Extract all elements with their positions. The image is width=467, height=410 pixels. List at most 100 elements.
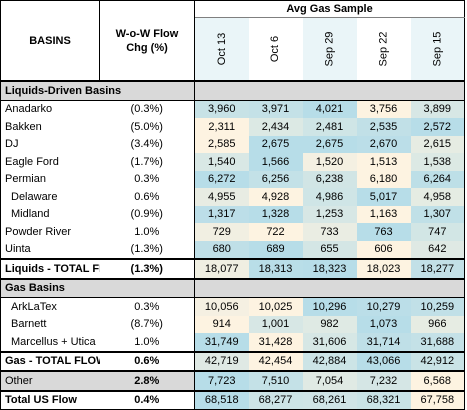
header-date: Oct 13 (194, 17, 249, 81)
flow-value: 42,454 (248, 350, 303, 371)
flow-value: 747 (410, 223, 465, 241)
flow-value: 67,758 (410, 389, 465, 410)
wow-change: 0.6% (99, 188, 195, 206)
section-fill-cell (356, 277, 411, 298)
flow-value: 1,538 (410, 153, 465, 171)
flow-value: 1,001 (248, 315, 303, 333)
table-row: Barnett (8.7%) 914 1,001 982 1,073 966 (1, 315, 465, 333)
gas-total-row: Gas - TOTAL FLOW 0.6% 42,719 42,454 42,884 43… (0, 350, 465, 371)
wow-change: 0.6% (99, 350, 195, 371)
table-row: Anadarko (0.3%) 3,960 3,971 4,021 3,756 3,899 (0, 99, 465, 118)
header-wow-change: W-o-W Flow Chg (%) (99, 0, 195, 81)
basin-name: Bakken (5, 120, 42, 133)
other-row: Other 2.8% 7,723 7,510 7,054 7,232 6,568 (0, 370, 465, 391)
flow-value: 2,585 (194, 135, 249, 153)
flow-value: 6,180 (356, 170, 411, 188)
wow-change: 1.0% (99, 223, 195, 241)
section-fill-cell (356, 80, 411, 100)
flow-value: 18,077 (194, 258, 249, 279)
table-row: Powder River 1.0% 729 722 733 763 747 (1, 223, 465, 241)
flow-value: 1,317 (194, 205, 249, 223)
table-row: Bakken (5.0%) 2,311 2,434 2,481 2,535 2,572 (1, 118, 465, 136)
section-liquids: Liquids-Driven Basins (0, 80, 465, 100)
flow-value: 2,434 (248, 118, 303, 136)
header-super-row: BASINS W-o-W Flow Chg (%) Avg Gas Sample (0, 0, 465, 81)
wow-change: 0.3% (99, 297, 195, 316)
table-body: Liquids-Driven Basins Anadarko (0.3%) 3,960… (0, 80, 465, 410)
table-row: Uinta (1.3%) 680 689 655 606 642 (1, 240, 465, 259)
basin-name: ArkLaTex (0, 297, 100, 316)
flow-value: 2,311 (194, 118, 249, 136)
flow-value: 1,163 (356, 205, 411, 223)
basin-name: Midland (11, 208, 50, 221)
flow-value: 729 (194, 223, 249, 241)
flow-value: 4,955 (194, 188, 249, 206)
wow-change: (1.3%) (99, 258, 195, 279)
flow-value: 2,615 (410, 135, 465, 153)
flow-value: 18,323 (302, 258, 357, 279)
basin-name: Gas - TOTAL FLOW (0, 350, 100, 371)
flow-value: 680 (194, 240, 249, 259)
flow-value: 10,025 (248, 297, 303, 316)
header-chg-line2: Chg (%) (126, 41, 168, 54)
header-dates-row: Oct 13 Oct 6 Sep 29 Sep 22 Sep 15 (1, 17, 465, 81)
flow-value: 2,572 (410, 118, 465, 136)
wow-change: (3.4%) (99, 135, 195, 153)
section-fill-cell (248, 277, 303, 298)
flow-value: 68,518 (194, 389, 249, 410)
flow-value: 1,520 (302, 153, 357, 171)
flow-value: 2,535 (356, 118, 411, 136)
basin-name: Liquids - TOTAL FLOW (0, 258, 100, 279)
flow-value: 642 (410, 240, 465, 259)
flow-value: 6,256 (248, 170, 303, 188)
header-basins: BASINS (0, 0, 100, 81)
section-gas: Gas Basins (0, 277, 465, 298)
section-fill-cell (194, 277, 249, 298)
section-fill-cell (410, 277, 465, 298)
flow-value: 18,277 (410, 258, 465, 279)
basin-name: DJ (5, 138, 19, 151)
flow-value: 6,238 (302, 170, 357, 188)
section-fill-cell (194, 80, 249, 100)
flow-value: 733 (302, 223, 357, 241)
flow-value: 2,675 (302, 135, 357, 153)
flow-value: 31,606 (302, 333, 357, 352)
flow-value: 10,279 (356, 297, 411, 316)
flow-value: 3,756 (356, 99, 411, 118)
wow-change: (8.7%) (99, 315, 195, 333)
flow-value: 1,328 (248, 205, 303, 223)
header-avg-gas-sample: Avg Gas Sample (194, 0, 465, 18)
basin-name: Powder River (5, 225, 72, 238)
flow-value: 2,675 (248, 135, 303, 153)
table-row: Delaware 0.6% 4,955 4,928 4,986 5,017 4,958 (1, 188, 465, 206)
flow-value: 1,513 (356, 153, 411, 171)
flow-value: 1,253 (302, 205, 357, 223)
flow-value: 3,960 (194, 99, 249, 118)
basin-name: Barnett (11, 318, 47, 331)
flow-value: 42,912 (410, 350, 465, 371)
table-row: Midland (0.9%) 1,317 1,328 1,253 1,163 1,307 (1, 205, 465, 223)
flow-value: 10,296 (302, 297, 357, 316)
flow-value: 6,272 (194, 170, 249, 188)
flow-value: 1,566 (248, 153, 303, 171)
table-row: ArkLaTex 0.3% 10,056 10,025 10,296 10,279 10,2… (0, 297, 465, 316)
wow-change: (0.3%) (99, 99, 195, 118)
basin-name: Total US Flow (0, 389, 100, 410)
flow-value: 68,277 (248, 389, 303, 410)
flow-value: 10,259 (410, 297, 465, 316)
basin-name: Marcellus + Utica (11, 335, 96, 348)
wow-change: (1.3%) (99, 240, 195, 259)
flow-value: 18,313 (248, 258, 303, 279)
wow-change: 0.4% (99, 389, 195, 410)
section-fill-cell (302, 277, 357, 298)
flow-value: 982 (302, 315, 357, 333)
table-row: DJ (3.4%) 2,585 2,675 2,675 2,670 2,615 (1, 135, 465, 153)
flow-value: 42,719 (194, 350, 249, 371)
flow-value: 914 (194, 315, 249, 333)
flow-value: 31,714 (356, 333, 411, 352)
header-date: Sep 22 (356, 17, 411, 81)
flow-value: 4,021 (302, 99, 357, 118)
header-date: Sep 29 (302, 17, 357, 81)
